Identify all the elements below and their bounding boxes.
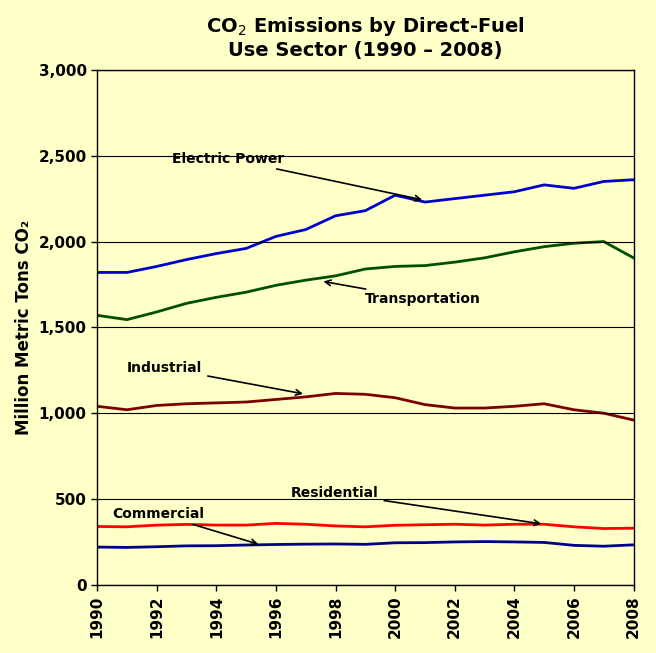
Text: Commercial: Commercial (112, 507, 256, 545)
Title: CO$_2$ Emissions by Direct-Fuel
Use Sector (1990 – 2008): CO$_2$ Emissions by Direct-Fuel Use Sect… (206, 15, 525, 60)
Text: Industrial: Industrial (127, 361, 301, 395)
Text: Residential: Residential (291, 486, 539, 526)
Text: Electric Power: Electric Power (172, 151, 420, 201)
Text: Transportation: Transportation (325, 280, 482, 306)
Y-axis label: Million Metric Tons CO₂: Million Metric Tons CO₂ (15, 220, 33, 435)
